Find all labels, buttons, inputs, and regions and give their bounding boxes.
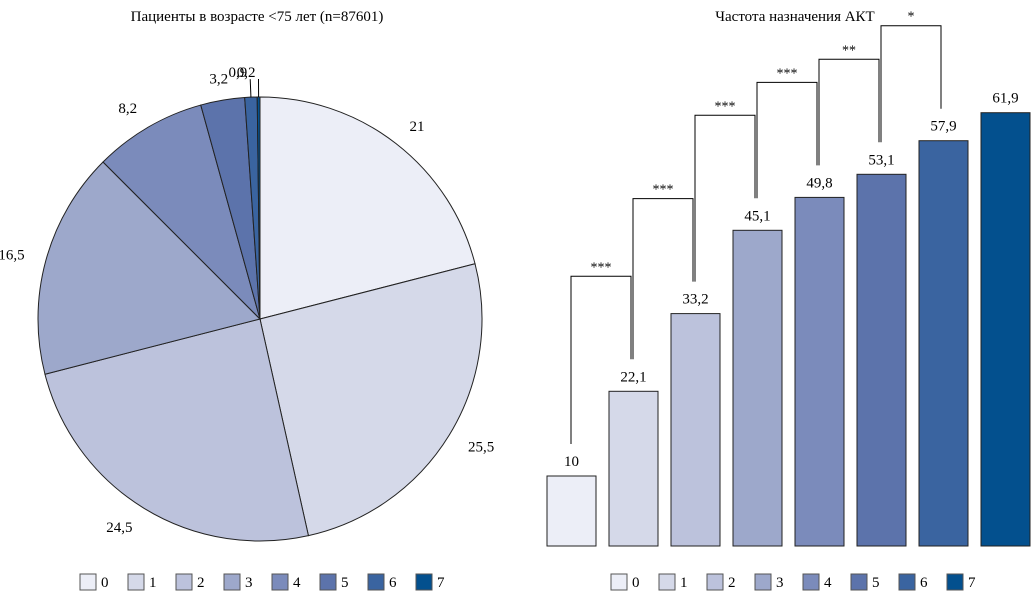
- legend-label-4: 4: [824, 575, 832, 591]
- legend-label-5: 5: [872, 575, 880, 591]
- significance-label-4-5: **: [842, 43, 856, 58]
- significance-brackets: ***************: [570, 10, 942, 444]
- legend-label-1: 1: [149, 575, 157, 591]
- significance-bracket-4-5: [818, 58, 880, 166]
- legend-swatch-3: [754, 573, 772, 591]
- pie-slices: [37, 96, 483, 542]
- legend-swatch-1: [127, 573, 145, 591]
- bar-label-4: 49,8: [806, 175, 832, 191]
- significance-label-5-6: *: [908, 10, 915, 25]
- bar-2: [670, 313, 721, 547]
- pie-label-7: 0,2: [237, 65, 256, 81]
- pie-chart-title: Пациенты в возрасте <75 лет (n=87601): [131, 9, 384, 25]
- bar-0: [546, 475, 597, 547]
- significance-label-1-2: ***: [653, 183, 674, 198]
- bar-label-1: 22,1: [620, 369, 646, 385]
- legend-label-5: 5: [341, 575, 349, 591]
- pie-slice-2: [44, 318, 310, 542]
- significance-bracket-5-6: [880, 25, 942, 143]
- significance-bracket-1-2: [632, 198, 694, 360]
- legend-swatch-6: [367, 573, 385, 591]
- bar-6: [918, 140, 969, 547]
- pie-leader-6: [249, 79, 252, 98]
- legend-swatch-5: [319, 573, 337, 591]
- pie-label-3: 16,5: [0, 248, 25, 264]
- pie-labels: 21 25,5 24,5 16,5 8,2 3,2 0,90,2: [0, 65, 494, 536]
- bar-label-5: 53,1: [868, 152, 894, 168]
- bar-label-3: 45,1: [744, 208, 770, 224]
- bar-4: [794, 196, 845, 547]
- significance-label-3-4: ***: [777, 66, 798, 81]
- pie-label-5: 3,2: [209, 72, 228, 88]
- bar-value-labels: 10 22,1 33,2 45,1 49,8 53,1 57,9 61,9: [564, 91, 1019, 470]
- pie-label-1: 25,5: [468, 439, 494, 455]
- legend-swatch-4: [271, 573, 289, 591]
- legend-swatch-5: [850, 573, 868, 591]
- bars: [546, 112, 1031, 547]
- legend-swatch-7: [415, 573, 433, 591]
- pie-slice-4: [102, 104, 261, 321]
- pie-slice-3: [37, 161, 261, 375]
- pie-slice-0: [259, 96, 476, 320]
- bar-3: [732, 229, 783, 547]
- pie-label-2: 24,5: [106, 520, 132, 536]
- significance-bracket-0-1: [570, 275, 632, 444]
- legend-label-3: 3: [776, 575, 784, 591]
- bar-label-6: 57,9: [930, 119, 956, 135]
- legend-swatch-2: [175, 573, 193, 591]
- bar-1: [608, 390, 659, 547]
- legend-swatch-2: [706, 573, 724, 591]
- legend-label-7: 7: [437, 575, 445, 591]
- legend-swatch-1: [658, 573, 676, 591]
- legend-label-6: 6: [389, 575, 397, 591]
- bar-legend: 0 1 2 3 4 5 6 7: [610, 573, 976, 591]
- bar-chart-panel: Частота назначения АКТ *************** 1…: [546, 9, 1031, 591]
- legend-label-4: 4: [293, 575, 301, 591]
- legend-label-6: 6: [920, 575, 928, 591]
- legend-label-1: 1: [680, 575, 688, 591]
- significance-bracket-3-4: [756, 81, 818, 199]
- legend-swatch-0: [610, 573, 628, 591]
- bar-7: [980, 112, 1031, 547]
- bar-chart-title: Частота назначения АКТ: [715, 9, 874, 25]
- significance-bracket-2-3: [694, 114, 756, 282]
- pie-label-4: 8,2: [118, 101, 137, 117]
- legend-swatch-0: [79, 573, 97, 591]
- legend-label-2: 2: [728, 575, 736, 591]
- significance-label-0-1: ***: [591, 260, 612, 275]
- bar-label-7: 61,9: [992, 91, 1018, 107]
- legend-swatch-3: [223, 573, 241, 591]
- bar-label-2: 33,2: [682, 292, 708, 308]
- legend-label-0: 0: [632, 575, 640, 591]
- legend-label-3: 3: [245, 575, 253, 591]
- legend-label-2: 2: [197, 575, 205, 591]
- significance-label-2-3: ***: [715, 99, 736, 114]
- legend-swatch-7: [946, 573, 964, 591]
- legend-label-7: 7: [968, 575, 976, 591]
- legend-label-0: 0: [101, 575, 109, 591]
- pie-label-0: 21: [410, 119, 425, 135]
- pie-label-6: 0,9: [228, 65, 247, 81]
- legend-swatch-6: [898, 573, 916, 591]
- bar-5: [856, 173, 907, 547]
- pie-legend: 0 1 2 3 4 5 6 7: [79, 573, 445, 591]
- bar-label-0: 10: [564, 454, 579, 470]
- pie-slice-7: [256, 96, 261, 320]
- pie-chart-panel: Пациенты в возрасте <75 лет (n=87601) 21…: [0, 9, 494, 591]
- pie-slice-1: [259, 263, 483, 537]
- legend-swatch-4: [802, 573, 820, 591]
